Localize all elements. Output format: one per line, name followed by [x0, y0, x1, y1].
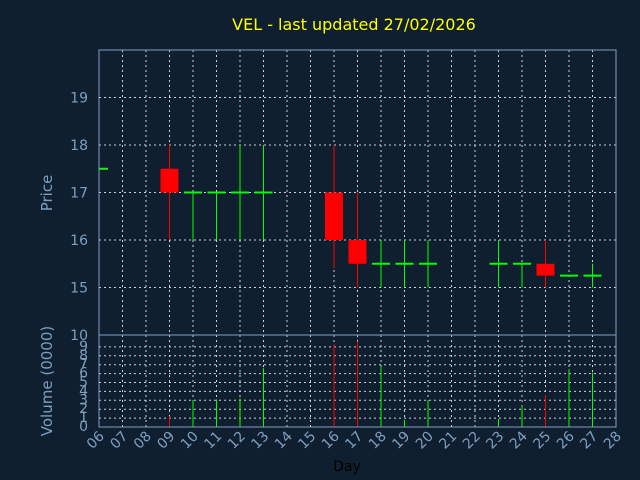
x-tick-label: 09: [154, 429, 178, 453]
volume-tick-label: 0: [79, 419, 88, 435]
price-tick-label: 16: [70, 233, 88, 249]
x-axis-label: Day: [333, 459, 361, 475]
x-tick-label: 08: [131, 429, 155, 453]
price-tick-label: 17: [70, 186, 88, 202]
candle-body: [325, 192, 343, 240]
x-tick-label: 28: [601, 429, 625, 453]
chart-title: VEL - last updated 27/02/2026: [232, 15, 476, 34]
chart-marks: [99, 145, 602, 288]
x-tick-label: 26: [554, 428, 578, 452]
volume-tick-label: 1: [79, 410, 88, 426]
x-tick-label: 21: [436, 429, 460, 453]
x-tick-label: 07: [107, 429, 131, 453]
volume-tick-label: 5: [79, 375, 88, 391]
candle-body: [160, 168, 179, 193]
x-tick-label: 22: [460, 429, 484, 453]
volume-marks: [169, 341, 593, 427]
price-tick-label: 18: [70, 138, 88, 154]
x-tick-label: 18: [366, 429, 390, 453]
x-tick-label: 16: [319, 428, 343, 452]
volume-tick-label: 7: [79, 357, 88, 373]
volume-axis-label: Volume (0000): [38, 326, 56, 436]
x-tick-label: 27: [577, 429, 601, 453]
x-tick-label: 14: [272, 428, 296, 452]
x-tick-label: 24: [507, 428, 531, 452]
x-tick-label: 19: [389, 429, 413, 453]
volume-panel-frame: [98, 334, 617, 428]
x-tick-label: 15: [295, 429, 319, 453]
volume-tick-label: 9: [79, 339, 88, 355]
x-tick-label: 23: [483, 429, 507, 453]
x-tick-label: 25: [530, 429, 554, 453]
x-tick-label: 13: [248, 429, 272, 453]
x-tick-label: 12: [225, 429, 249, 453]
volume-tick-label: 6: [79, 366, 88, 382]
volume-tick-label: 2: [79, 401, 88, 417]
candle-body: [536, 263, 555, 276]
x-tick-labels: 06 07 08 09 10 11 12 13 14 15 16 17 18 19 20 21 22 23 24 25…: [84, 428, 625, 452]
volume-tick-label: 8: [79, 348, 88, 364]
volume-tick-label: 3: [79, 392, 88, 408]
price-tick-label: 19: [70, 91, 88, 107]
x-tick-label: 17: [342, 429, 366, 453]
x-tick-label: 10: [178, 429, 202, 453]
price-tick-label: 10: [70, 328, 88, 344]
price-axis-label: Price: [38, 175, 56, 212]
volume-tick-label: 4: [79, 383, 88, 399]
x-tick-label: 11: [201, 429, 225, 453]
candle-body: [348, 240, 367, 264]
price-tick-label: 15: [70, 281, 88, 297]
price-tick-labels: 10 15 16 17 18 19: [70, 91, 88, 345]
x-tick-label: 20: [413, 429, 437, 453]
